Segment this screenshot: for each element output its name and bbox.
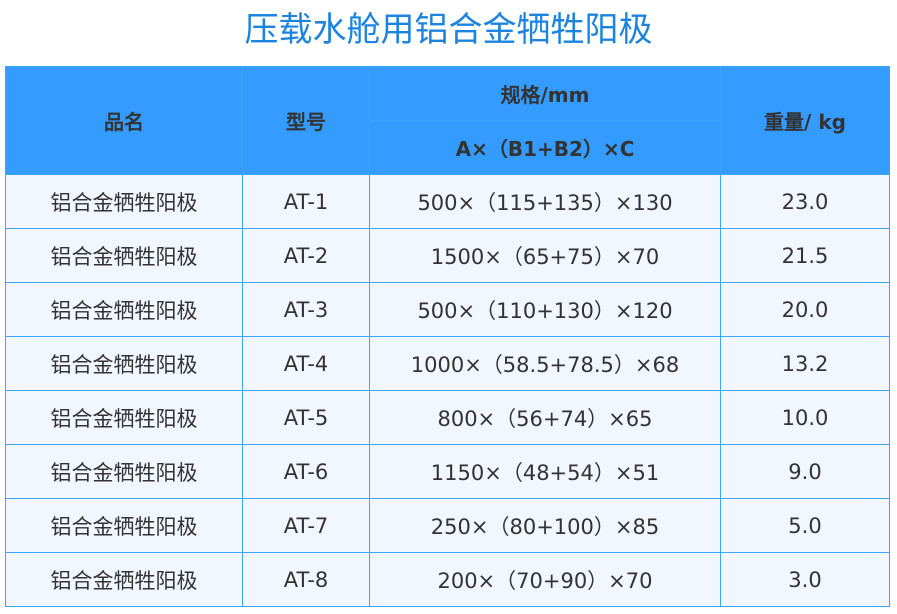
cell-weight: 10.0: [720, 390, 890, 445]
table-row: 铝合金牺牲阳极 AT-7 250×（80+100）×85 5.0: [5, 498, 890, 553]
page-title: 压载水舱用铝合金牺牲阳极: [244, 10, 653, 50]
cell-model: AT-8: [242, 552, 370, 607]
table-row: 铝合金牺牲阳极 AT-2 1500×（65+75）×70 21.5: [5, 228, 890, 283]
cell-model: AT-2: [242, 228, 370, 283]
table-row: 铝合金牺牲阳极 AT-3 500×（110+130）×120 20.0: [5, 282, 890, 337]
cell-name: 铝合金牺牲阳极: [5, 390, 243, 445]
cell-weight: 23.0: [720, 174, 890, 229]
cell-model: AT-6: [242, 444, 370, 499]
table-row: 铝合金牺牲阳极 AT-8 200×（70+90）×70 3.0: [5, 552, 890, 607]
cell-spec: 500×（110+130）×120: [369, 282, 721, 337]
header-weight: 重量/ kg: [720, 66, 890, 175]
cell-spec: 800×（56+74）×65: [369, 390, 721, 445]
spec-table: 品名 型号 规格/mm 重量/ kg A×（B1+B2）×C 铝合金牺牲阳极 AT…: [5, 66, 890, 607]
cell-weight: 3.0: [720, 552, 890, 607]
cell-name: 铝合金牺牲阳极: [5, 444, 243, 499]
cell-spec: 1150×（48+54）×51: [369, 444, 721, 499]
cell-name: 铝合金牺牲阳极: [5, 552, 243, 607]
table-row: 铝合金牺牲阳极 AT-5 800×（56+74）×65 10.0: [5, 390, 890, 445]
cell-weight: 21.5: [720, 228, 890, 283]
cell-model: AT-4: [242, 336, 370, 391]
header-model: 型号: [242, 66, 370, 175]
cell-name: 铝合金牺牲阳极: [5, 174, 243, 229]
cell-model: AT-7: [242, 498, 370, 553]
header-name: 品名: [5, 66, 243, 175]
cell-spec: 1500×（65+75）×70: [369, 228, 721, 283]
cell-spec: 250×（80+100）×85: [369, 498, 721, 553]
cell-weight: 13.2: [720, 336, 890, 391]
cell-model: AT-1: [242, 174, 370, 229]
table-row: 铝合金牺牲阳极 AT-4 1000×（58.5+78.5）×68 13.2: [5, 336, 890, 391]
cell-spec: 500×（115+135）×130: [369, 174, 721, 229]
cell-weight: 20.0: [720, 282, 890, 337]
cell-model: AT-5: [242, 390, 370, 445]
table-row: 铝合金牺牲阳极 AT-6 1150×（48+54）×51 9.0: [5, 444, 890, 499]
cell-name: 铝合金牺牲阳极: [5, 282, 243, 337]
header-spec-sub: A×（B1+B2）×C: [369, 120, 721, 175]
table-row: 铝合金牺牲阳极 AT-1 500×（115+135）×130 23.0: [5, 174, 890, 229]
cell-name: 铝合金牺牲阳极: [5, 228, 243, 283]
cell-model: AT-3: [242, 282, 370, 337]
header-spec: 规格/mm: [369, 66, 721, 121]
cell-spec: 1000×（58.5+78.5）×68: [369, 336, 721, 391]
cell-weight: 9.0: [720, 444, 890, 499]
cell-name: 铝合金牺牲阳极: [5, 336, 243, 391]
cell-weight: 5.0: [720, 498, 890, 553]
cell-name: 铝合金牺牲阳极: [5, 498, 243, 553]
cell-spec: 200×（70+90）×70: [369, 552, 721, 607]
